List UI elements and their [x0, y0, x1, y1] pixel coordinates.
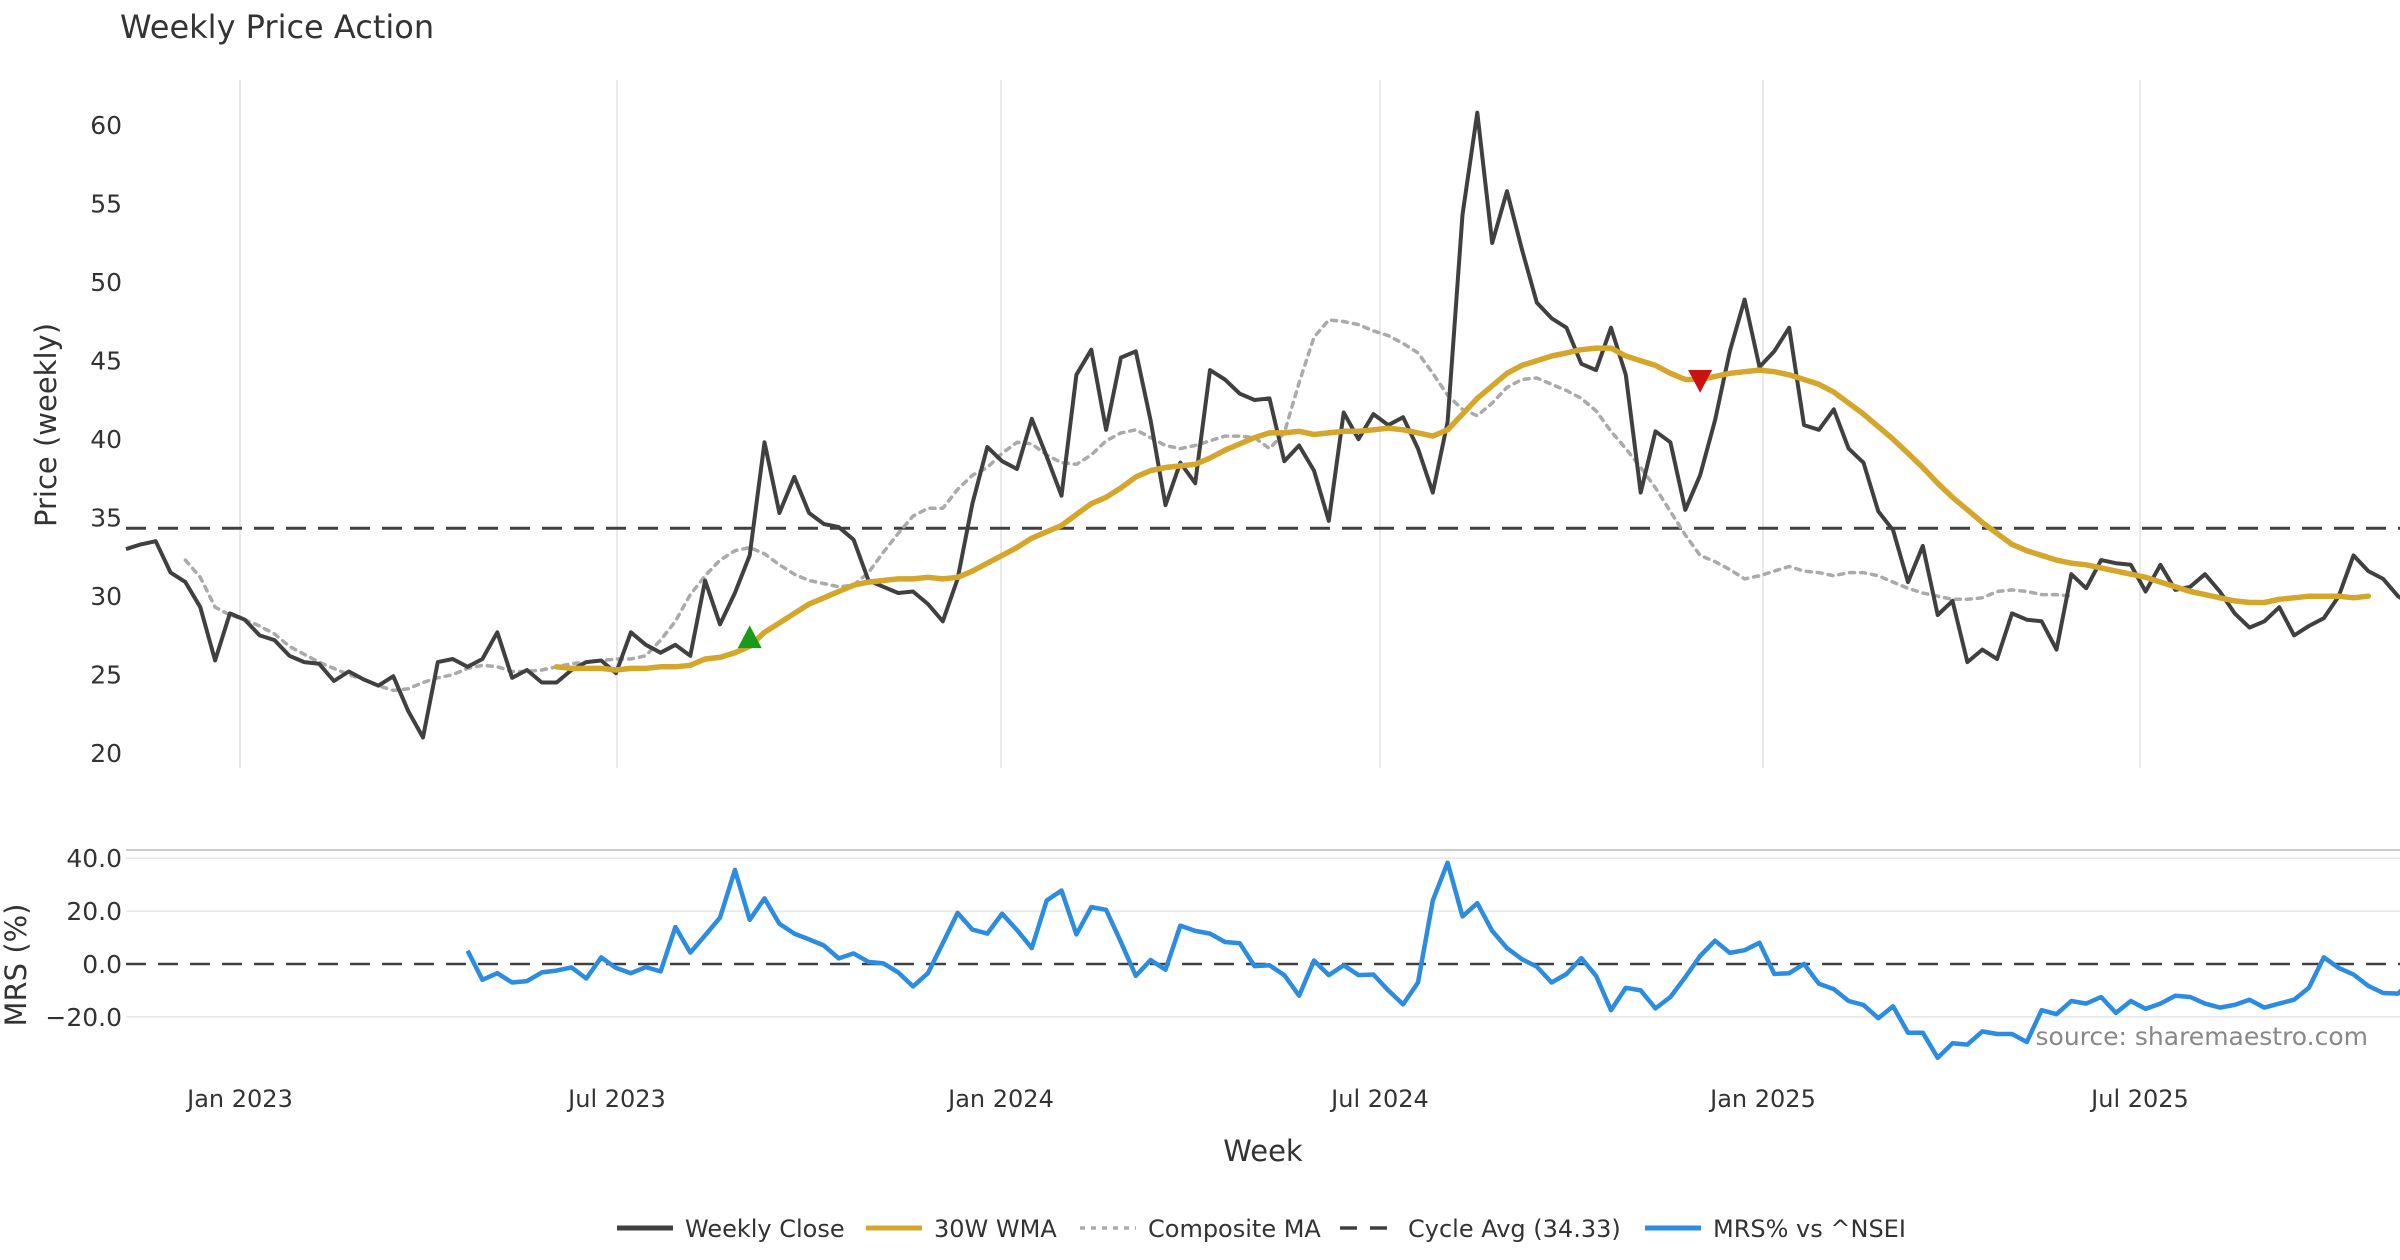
price-y-tick-label: 50	[90, 268, 122, 297]
x-tick-label: Jul 2025	[2089, 1085, 2189, 1113]
mrs-gridlines	[126, 857, 2400, 1018]
legend-item: MRS% vs ^NSEI	[1645, 1215, 1906, 1243]
legend-label: MRS% vs ^NSEI	[1713, 1215, 1906, 1243]
sell-signal-marker	[1688, 369, 1713, 393]
buy-signal-marker	[737, 625, 762, 649]
x-tick-label: Jul 2024	[1329, 1085, 1429, 1113]
legend-item: 30W WMA	[866, 1215, 1057, 1243]
chart-title: Weekly Price Action	[120, 8, 434, 46]
price-y-tick-label: 25	[90, 661, 122, 690]
price-y-axis-label: Price (weekly)	[29, 323, 63, 527]
legend-item: Weekly Close	[617, 1215, 845, 1243]
composite-ma-line	[183, 318, 2074, 693]
price-panel: 20 25 30 35 40 45 50 55 60 Price (weekly)	[29, 80, 2400, 768]
price-y-tick-label: 35	[90, 504, 122, 533]
mrs-panel: 40.0 20.0 0.0 −20.0 MRS (%) source: sharema…	[0, 844, 2400, 1061]
mrs-y-tick-label: 40.0	[66, 844, 122, 873]
price-y-tick-label: 20	[90, 739, 122, 768]
x-tick-label: Jan 2024	[946, 1085, 1054, 1113]
legend: Weekly Close 30W WMA Composite MA Cycle Avg…	[617, 1215, 1906, 1243]
legend-label: Composite MA	[1148, 1215, 1321, 1243]
price-y-tick-label: 60	[90, 111, 122, 140]
price-y-axis-ticks: 20 25 30 35 40 45 50 55 60	[90, 111, 122, 768]
price-vertical-gridlines	[239, 80, 2141, 768]
source-label: source: sharemaestro.com	[2036, 1022, 2369, 1051]
price-y-tick-label: 55	[90, 190, 122, 219]
x-tick-label: Jan 2025	[1708, 1085, 1816, 1113]
mrs-y-axis-ticks: 40.0 20.0 0.0 −20.0	[45, 844, 122, 1032]
price-y-tick-label: 30	[90, 582, 122, 611]
legend-label: Cycle Avg (34.33)	[1408, 1215, 1621, 1243]
price-y-tick-label: 45	[90, 347, 122, 376]
mrs-y-tick-label: −20.0	[45, 1003, 122, 1032]
price-y-tick-label: 40	[90, 425, 122, 454]
weekly-close-line	[125, 110, 2400, 740]
legend-item: Cycle Avg (34.33)	[1340, 1215, 1621, 1243]
wma-30w-line	[553, 345, 2372, 673]
mrs-line	[465, 860, 2400, 1061]
x-tick-label: Jul 2023	[566, 1085, 666, 1113]
mrs-y-axis-label: MRS (%)	[0, 904, 33, 1027]
mrs-y-tick-label: 0.0	[82, 950, 122, 979]
x-tick-label: Jan 2023	[185, 1085, 293, 1113]
legend-item: Composite MA	[1080, 1215, 1321, 1243]
legend-label: Weekly Close	[685, 1215, 845, 1243]
mrs-y-tick-label: 20.0	[66, 897, 122, 926]
legend-label: 30W WMA	[934, 1215, 1057, 1243]
x-axis-label: Week	[1223, 1134, 1303, 1168]
x-axis-ticks: Jan 2023 Jul 2023 Jan 2024 Jul 2024 Jan 2025…	[185, 1085, 2189, 1113]
